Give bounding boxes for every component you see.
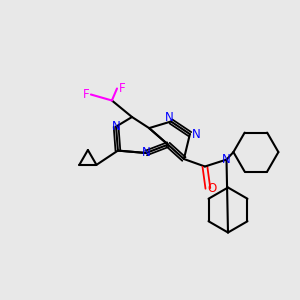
Text: F: F bbox=[82, 88, 89, 101]
Text: N: N bbox=[222, 153, 231, 166]
Text: N: N bbox=[142, 146, 151, 160]
Text: N: N bbox=[165, 111, 174, 124]
Text: N: N bbox=[191, 128, 200, 141]
Text: F: F bbox=[119, 82, 125, 95]
Text: N: N bbox=[112, 120, 121, 133]
Text: O: O bbox=[207, 182, 216, 195]
